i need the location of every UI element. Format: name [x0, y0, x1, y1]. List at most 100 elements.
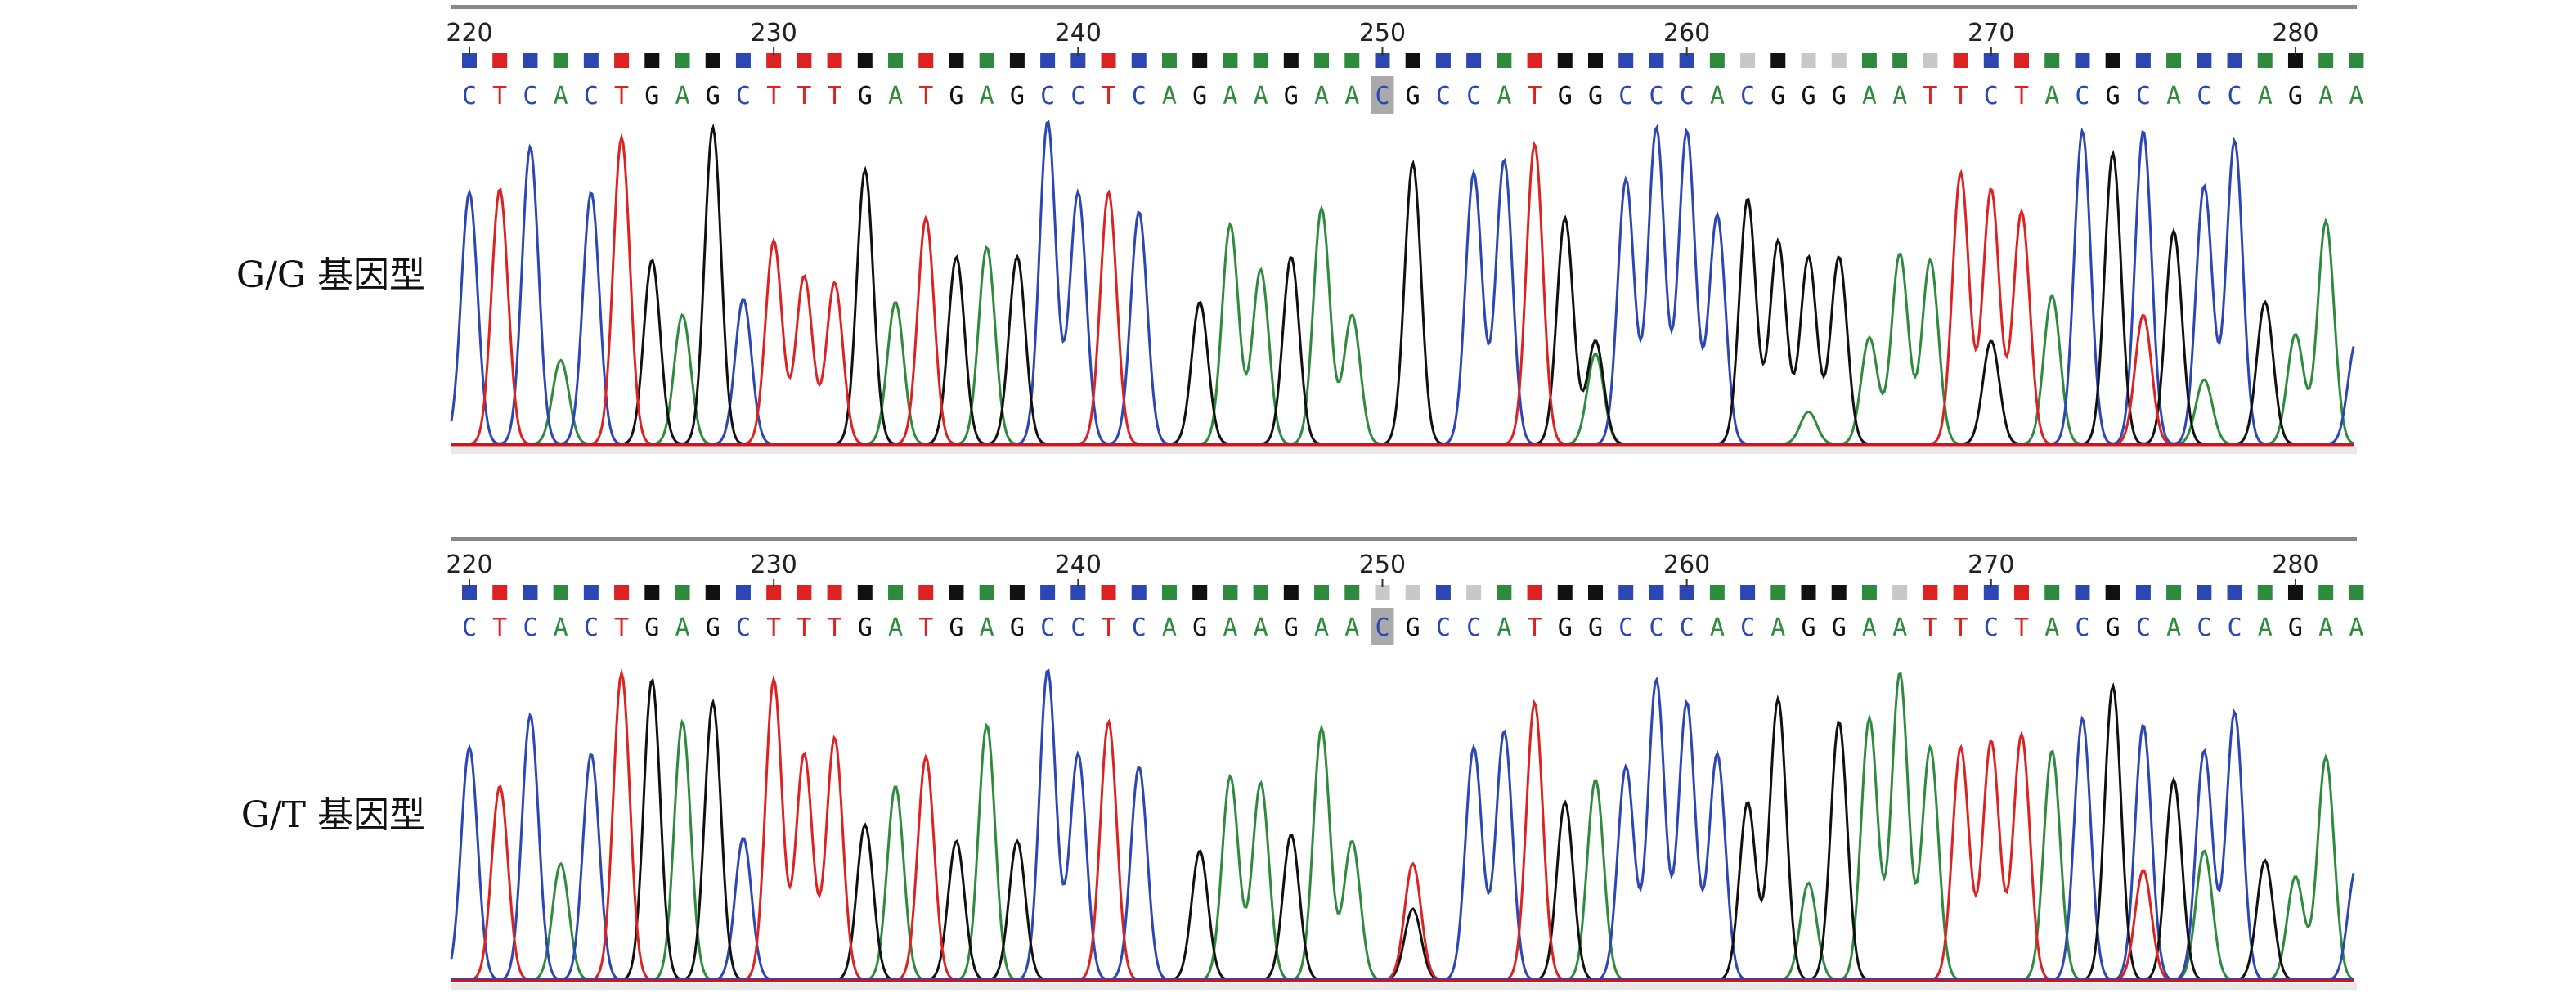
base-call-letter: A: [1862, 614, 1877, 642]
panel-top-border: [451, 5, 2357, 9]
base-call-letter: A: [1710, 82, 1725, 110]
quality-square: [797, 585, 812, 600]
quality-square: [1161, 53, 1177, 68]
base-call-letter: A: [675, 82, 689, 110]
quality-square: [705, 585, 720, 600]
base-call-letter: C: [2075, 82, 2089, 110]
base-call-letter: G: [1010, 82, 1025, 110]
base-call-letter: T: [918, 82, 933, 110]
base-call-letter: C: [523, 82, 537, 110]
tick-label: 260: [1663, 551, 1710, 579]
quality-square: [888, 585, 904, 600]
panel-bottom-border: [451, 447, 2357, 454]
tick-label: 270: [1968, 19, 2014, 47]
base-call-letter: C: [2136, 82, 2151, 110]
quality-square: [857, 53, 873, 68]
tick-label: 270: [1968, 551, 2014, 579]
quality-square: [492, 585, 508, 600]
base-call-letter: G: [2288, 82, 2303, 110]
quality-square: [553, 585, 568, 600]
quality-square: [583, 585, 599, 600]
quality-square: [462, 53, 477, 68]
base-call-letter: C: [1070, 614, 1085, 642]
base-call-letter: A: [888, 614, 903, 642]
base-call-letter: T: [1102, 82, 1116, 110]
base-call-letter: A: [1892, 614, 1907, 642]
base-call-letter: G: [1832, 82, 1847, 110]
quality-square: [1618, 585, 1634, 600]
quality-square: [1131, 53, 1147, 68]
base-call-letter: C: [1132, 614, 1147, 642]
trace-G: [451, 123, 2354, 446]
quality-square: [2287, 585, 2303, 600]
base-call-letter: C: [1984, 614, 1999, 642]
base-call-letter: G: [1406, 614, 1420, 642]
highlighted-base: [1371, 608, 1394, 645]
quality-square: [553, 53, 568, 68]
quality-square: [1405, 53, 1420, 68]
base-call-letter: A: [2318, 82, 2333, 110]
quality-square: [1679, 53, 1694, 68]
quality-square: [918, 585, 934, 600]
base-call-letter: A: [2166, 82, 2181, 110]
quality-square: [1831, 53, 1847, 68]
quality-square: [644, 585, 660, 600]
quality-square: [614, 53, 630, 68]
quality-square: [2287, 53, 2303, 68]
panel-label-gg: G/G 基因型: [236, 254, 425, 296]
base-call-letter: T: [797, 614, 811, 642]
base-call-letter: A: [1314, 82, 1329, 110]
base-call-letter: G: [1406, 82, 1420, 110]
base-call-letter: C: [1466, 614, 1481, 642]
base-call-letter: A: [980, 614, 994, 642]
tick-label: 240: [1055, 551, 1102, 579]
base-call-letter: A: [1710, 614, 1725, 642]
base-call-letter: C: [1070, 82, 1085, 110]
base-call-letter: A: [1770, 614, 1785, 642]
quality-square: [1497, 585, 1512, 600]
tick-label: 220: [446, 551, 492, 579]
quality-square: [827, 585, 842, 600]
quality-square: [1192, 585, 1208, 600]
base-call-letter: A: [1254, 82, 1268, 110]
trace-T: [451, 668, 2354, 982]
quality-square: [1983, 585, 1999, 600]
base-call-letter: A: [1497, 614, 1511, 642]
quality-square: [857, 585, 873, 600]
quality-square: [1466, 585, 1482, 600]
quality-square: [2197, 53, 2212, 68]
quality-square: [949, 53, 964, 68]
trace-T: [451, 133, 2354, 446]
quality-square: [2075, 585, 2090, 600]
quality-square: [735, 53, 751, 68]
base-call-letter: G: [2288, 614, 2303, 642]
tick-label: 280: [2272, 19, 2318, 47]
base-call-letter: T: [1954, 82, 1968, 110]
quality-square: [1831, 585, 1847, 600]
tick-label: 280: [2272, 551, 2318, 579]
base-call-letter: C: [1466, 82, 1481, 110]
base-call-letter: C: [1649, 614, 1663, 642]
base-call-letter: A: [1862, 82, 1877, 110]
base-call-letter: C: [2075, 614, 2089, 642]
quality-square: [1070, 585, 1086, 600]
quality-square: [2349, 585, 2364, 600]
quality-square: [918, 53, 934, 68]
base-call-letter: C: [1740, 82, 1755, 110]
base-call-letter: T: [828, 82, 842, 110]
base-call-letter: A: [2044, 82, 2059, 110]
base-call-letter: A: [1344, 614, 1359, 642]
base-call-letter: C: [584, 614, 599, 642]
quality-square: [1253, 585, 1268, 600]
quality-square: [1375, 53, 1390, 68]
quality-square: [1009, 53, 1025, 68]
base-call-letter: C: [1436, 82, 1451, 110]
base-call-letter: A: [980, 82, 994, 110]
quality-square: [1253, 53, 1268, 68]
base-call-letter: A: [888, 82, 903, 110]
quality-square: [675, 53, 690, 68]
base-call-letter: G: [1770, 82, 1785, 110]
base-call-letter: A: [1223, 82, 1237, 110]
quality-square: [1009, 585, 1025, 600]
base-call-letter: C: [1375, 614, 1389, 642]
